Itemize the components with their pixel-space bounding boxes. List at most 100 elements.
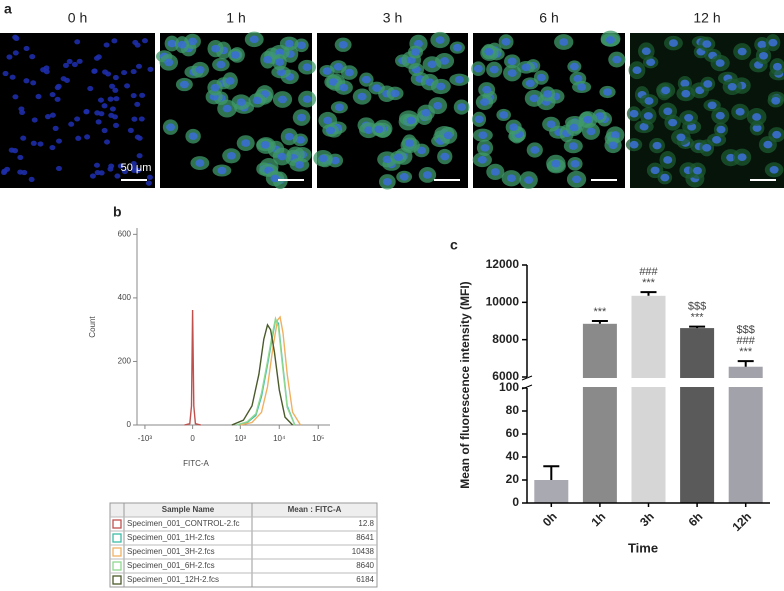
nucleus (507, 57, 517, 66)
nucleus (692, 166, 702, 175)
nucleus (278, 95, 288, 104)
nucleus (131, 167, 138, 174)
nucleus (54, 96, 61, 102)
nucleus (772, 130, 782, 139)
nucleus (4, 166, 11, 172)
nucleus (668, 118, 678, 127)
significance: *** (691, 312, 705, 324)
nucleus (188, 37, 198, 46)
nucleus (113, 122, 120, 128)
nucleus (95, 54, 102, 60)
nucleus (382, 177, 392, 186)
nucleus (650, 166, 660, 175)
nucleus (17, 169, 24, 175)
nucleus (702, 40, 712, 48)
nucleus (252, 96, 262, 105)
nucleus (583, 115, 593, 124)
nucleus (643, 112, 653, 120)
nucleus (769, 165, 779, 174)
nucleus (12, 148, 19, 154)
axis-break-gap (517, 378, 772, 387)
bar (534, 480, 569, 503)
nucleus (646, 58, 656, 67)
histogram-curve (184, 309, 201, 426)
nucleus (98, 111, 105, 117)
nucleus (361, 75, 371, 84)
nucleus (763, 140, 773, 149)
nucleus (23, 78, 30, 84)
micrograph (155, 31, 317, 190)
nucleus (166, 123, 176, 131)
nucleus (639, 122, 649, 131)
nucleus (768, 38, 778, 47)
nucleus (489, 65, 499, 74)
nucleus (501, 37, 511, 46)
error-bar (543, 465, 560, 480)
mean-value: 12.8 (358, 519, 374, 528)
nucleus (107, 166, 114, 172)
nucleus (629, 109, 639, 118)
y-tick-label: 60 (506, 426, 520, 440)
nucleus (270, 174, 280, 183)
nucleus (91, 68, 98, 74)
nucleus (524, 176, 534, 184)
nucleus (74, 39, 81, 45)
nucleus (417, 146, 427, 155)
error-bar (640, 291, 657, 296)
nucleus (735, 108, 745, 116)
nucleus (737, 47, 747, 56)
nucleus (641, 47, 651, 55)
nucleus (9, 74, 16, 80)
nucleus (422, 171, 432, 179)
x-tick-label: 1h (588, 509, 608, 529)
nucleus (752, 124, 762, 132)
nucleus (62, 62, 69, 68)
nucleus (507, 69, 517, 77)
micrograph (471, 30, 626, 189)
nucleus (13, 35, 20, 41)
nucleus (577, 83, 587, 91)
nucleus (23, 45, 30, 52)
x-tick-label: 10³ (235, 434, 247, 443)
nucleus (357, 92, 367, 101)
nucleus (236, 98, 246, 106)
x-axis-label: Time (628, 540, 658, 555)
nucleus (663, 107, 673, 116)
nucleus (302, 95, 312, 103)
nucleus (35, 93, 42, 100)
nucleus (652, 141, 662, 150)
y-tick-label: 8000 (492, 332, 519, 346)
nucleus (20, 135, 27, 141)
sample-name: Specimen_001_6H-2.fcs (127, 561, 215, 570)
panel-label: b (113, 204, 122, 220)
nucleus (390, 89, 400, 98)
nucleus (404, 139, 414, 147)
nucleus (603, 88, 613, 96)
nucleus (573, 74, 583, 83)
nucleus (111, 38, 118, 44)
nucleus (328, 78, 338, 86)
nucleus (76, 58, 83, 64)
bar (680, 328, 715, 503)
nucleus (28, 176, 35, 183)
nucleus (715, 111, 725, 120)
bar (728, 366, 763, 503)
nucleus (334, 103, 344, 112)
nucleus (164, 58, 174, 67)
panel-label: c (450, 237, 458, 253)
nucleus (703, 80, 713, 88)
nucleus (595, 112, 605, 120)
nucleus (757, 40, 767, 49)
nucleus (101, 127, 108, 134)
significance: $$$ (737, 324, 755, 336)
nucleus (410, 48, 420, 56)
y-axis-label: Count (88, 316, 97, 338)
significance: *** (593, 306, 607, 318)
time-label: 12 h (693, 10, 720, 26)
nucleus (188, 132, 198, 141)
panel-label: a (4, 1, 12, 17)
histogram-curve (231, 323, 294, 426)
nucleus (95, 119, 102, 125)
mean-value: 6184 (356, 575, 374, 584)
nucleus (490, 168, 500, 176)
